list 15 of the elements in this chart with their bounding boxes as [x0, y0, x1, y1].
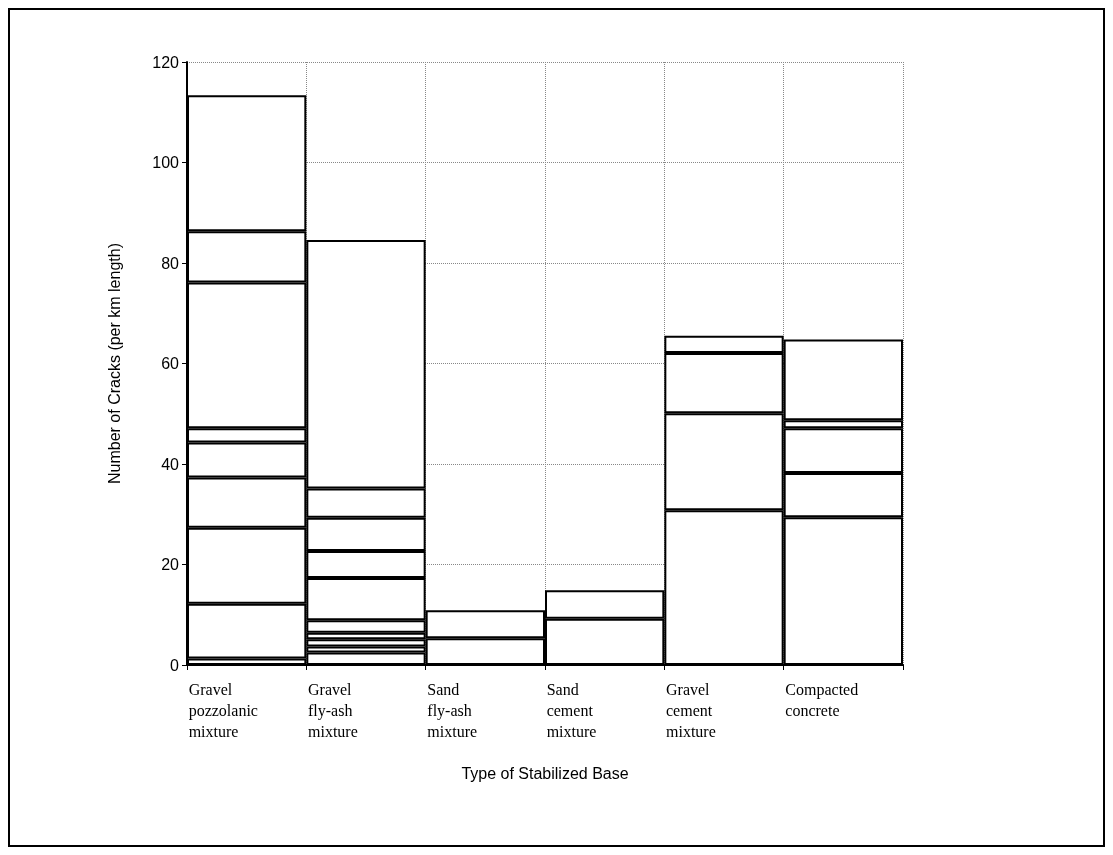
x-tick-label: Sand cement mixture	[546, 681, 597, 740]
x-tick-label: Sand fly-ash mixture	[427, 681, 478, 740]
y-tick-label: 100	[152, 154, 180, 171]
y-tick-label: 120	[152, 53, 180, 71]
x-axis-title: Type of Stabilized Base	[461, 764, 629, 782]
y-tick-label: 60	[161, 355, 180, 372]
x-tick-label: Compacted concrete	[785, 681, 859, 719]
y-tick-label: 20	[161, 556, 180, 573]
x-tick-label: Gravel fly-ash mixture	[308, 681, 358, 740]
x-tick-label: Gravel pozzolanic mixture	[188, 681, 258, 740]
y-tick-label: 40	[161, 455, 180, 473]
y-tick-label: 80	[161, 254, 180, 272]
y-axis-title: Number of Cracks (per km length)	[105, 243, 123, 484]
x-tick-label: Gravel cement mixture	[666, 681, 716, 740]
y-tick-label: 0	[170, 656, 180, 674]
